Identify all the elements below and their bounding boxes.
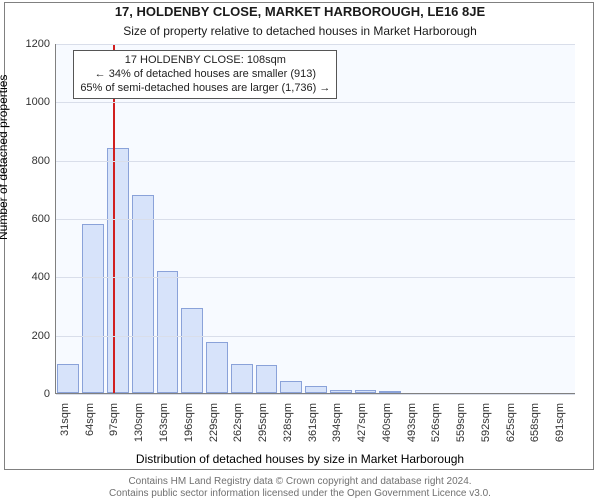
annotation-line: ← 34% of detached houses are smaller (91… [80,68,330,82]
chart-title-main: 17, HOLDENBY CLOSE, MARKET HARBOROUGH, L… [0,4,600,19]
x-tick-label: 592sqm [480,403,492,442]
histogram-bar [231,364,253,393]
histogram-bar [107,148,129,393]
footer: Contains HM Land Registry data © Crown c… [0,476,600,499]
y-tick-label: 600 [32,213,50,225]
x-tick-label: 394sqm [331,403,343,442]
x-tick-label: 31sqm [59,403,71,436]
x-tick-label: 460sqm [381,403,393,442]
x-tick-label: 229sqm [208,403,220,442]
x-tick-label: 427sqm [356,403,368,442]
footer-line-2: Contains public sector information licen… [0,488,600,500]
histogram-bar [82,224,104,393]
x-tick-label: 328sqm [282,403,294,442]
annotation-line: 65% of semi-detached houses are larger (… [80,82,330,96]
x-tick-label: 163sqm [158,403,170,442]
grid-line [56,336,575,337]
plot-area: 17 HOLDENBY CLOSE: 108sqm← 34% of detach… [55,44,575,394]
histogram-bar [181,308,203,393]
x-tick-label: 97sqm [108,403,120,436]
grid-line [56,161,575,162]
histogram-bar [379,391,401,393]
chart-root: 17, HOLDENBY CLOSE, MARKET HARBOROUGH, L… [0,0,600,500]
x-tick-label: 526sqm [430,403,442,442]
y-axis-label: Number of detached properties [0,75,10,240]
x-tick-label: 691sqm [554,403,566,442]
y-tick-label: 1200 [26,38,50,50]
histogram-bar [157,271,179,394]
y-tick-label: 1000 [26,96,50,108]
histogram-bar [132,195,154,393]
x-tick-label: 658sqm [529,403,541,442]
histogram-bar [355,390,377,393]
footer-line-1: Contains HM Land Registry data © Crown c… [0,476,600,488]
y-tick-label: 800 [32,155,50,167]
grid-line [56,277,575,278]
x-tick-label: 295sqm [257,403,269,442]
histogram-bar [330,390,352,393]
x-tick-label: 130sqm [133,403,145,442]
x-tick-label: 196sqm [183,403,195,442]
annotation-line: 17 HOLDENBY CLOSE: 108sqm [80,54,330,68]
histogram-bar [57,364,79,393]
x-tick-label: 361sqm [307,403,319,442]
histogram-bar [305,386,327,393]
grid-line [56,219,575,220]
histogram-bar [206,342,228,393]
chart-title-sub: Size of property relative to detached ho… [0,24,600,38]
x-tick-label: 493sqm [406,403,418,442]
annotation-box: 17 HOLDENBY CLOSE: 108sqm← 34% of detach… [73,50,337,99]
y-tick-label: 0 [44,388,50,400]
grid-line [56,102,575,103]
grid-line [56,394,575,395]
histogram-bar [256,365,278,393]
x-axis-label: Distribution of detached houses by size … [0,452,600,466]
x-tick-label: 625sqm [505,403,517,442]
x-tick-label: 262sqm [232,403,244,442]
y-tick-label: 400 [32,271,50,283]
grid-line [56,44,575,45]
histogram-bar [280,381,302,393]
x-tick-label: 559sqm [455,403,467,442]
x-tick-label: 64sqm [84,403,96,436]
y-tick-label: 200 [32,330,50,342]
